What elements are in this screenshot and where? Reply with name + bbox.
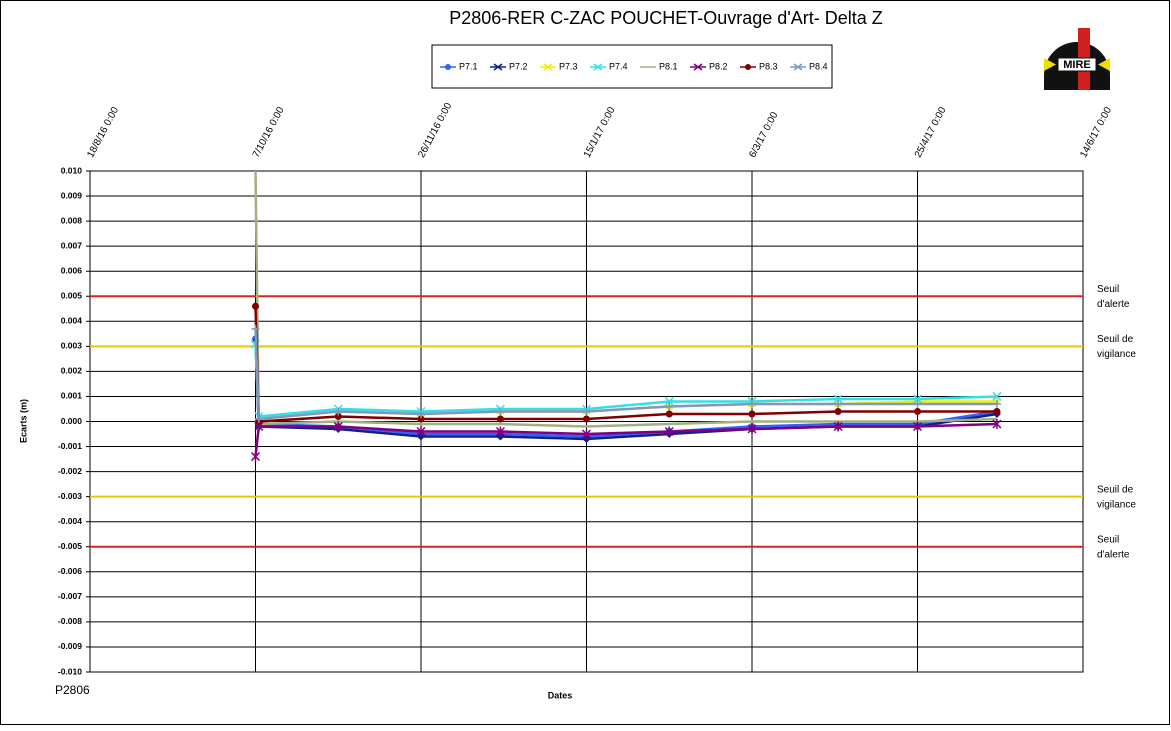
- marker: [834, 407, 842, 415]
- threshold-label: vigilance: [1097, 499, 1136, 510]
- marker: [992, 419, 1002, 430]
- marker: [834, 399, 843, 408]
- threshold-label: vigilance: [1097, 349, 1136, 360]
- marker: [912, 421, 923, 432]
- marker: [417, 409, 425, 418]
- legend-marker: [745, 64, 751, 70]
- legend-marker: [593, 63, 603, 71]
- series: [251, 324, 1001, 423]
- y-tick-label: -0.005: [58, 541, 82, 551]
- y-tick-label: 0.002: [61, 366, 83, 376]
- y-tick-label: -0.007: [58, 591, 82, 601]
- y-tick-label: 0.008: [61, 215, 83, 225]
- y-tick-label: -0.009: [58, 641, 82, 651]
- y-tick-label: 0.001: [61, 391, 83, 401]
- legend-label: P8.1: [659, 61, 678, 71]
- legend-marker: [543, 63, 553, 71]
- legend-marker: [693, 63, 703, 71]
- y-tick-label: -0.003: [58, 491, 82, 501]
- threshold-label: Seuil de: [1097, 334, 1134, 345]
- threshold-label: Seuil: [1097, 284, 1119, 295]
- legend-marker: [793, 63, 803, 71]
- y-tick-label: 0.005: [61, 291, 83, 301]
- x-axis-label: Dates: [548, 690, 573, 700]
- y-tick-label: -0.001: [58, 441, 82, 451]
- threshold-label: d'alerte: [1097, 549, 1130, 560]
- chart-title: P2806-RER C-ZAC POUCHET-Ouvrage d'Art- D…: [449, 8, 883, 28]
- marker: [581, 429, 592, 440]
- marker: [334, 407, 343, 416]
- marker: [914, 407, 921, 415]
- legend-marker: [493, 63, 503, 71]
- legend-label: P7.2: [509, 61, 528, 71]
- legend-label: P7.3: [559, 61, 578, 71]
- marker: [496, 415, 504, 423]
- legend-label: P8.4: [809, 61, 828, 71]
- marker: [254, 414, 263, 423]
- logo-text: MIRE: [1063, 59, 1091, 71]
- marker: [496, 407, 505, 416]
- marker: [252, 302, 259, 310]
- legend-label: P8.3: [759, 61, 778, 71]
- y-tick-label: 0.007: [61, 240, 83, 250]
- y-tick-label: -0.002: [58, 466, 82, 476]
- y-tick-label: 0.009: [61, 190, 83, 200]
- logo-arrow: [1044, 58, 1056, 71]
- y-axis-label: Ecarts (m): [18, 399, 28, 443]
- y-tick-label: 0.010: [61, 165, 83, 175]
- marker: [417, 415, 425, 423]
- y-tick-label: -0.010: [58, 666, 82, 676]
- y-tick-label: 0.000: [61, 416, 83, 426]
- legend-marker: [445, 64, 451, 70]
- marker: [416, 426, 426, 437]
- y-tick-label: -0.008: [58, 616, 82, 626]
- marker: [495, 426, 505, 437]
- y-tick-label: -0.004: [58, 516, 82, 526]
- marker: [251, 324, 260, 333]
- logo-arrow: [1098, 58, 1110, 71]
- legend-label: P8.2: [709, 61, 728, 71]
- legend-label: P7.1: [459, 61, 478, 71]
- marker: [583, 415, 590, 423]
- marker: [334, 412, 342, 420]
- threshold-label: Seuil de: [1097, 484, 1134, 495]
- series: [250, 419, 1002, 462]
- marker: [992, 399, 1001, 408]
- marker: [748, 399, 756, 408]
- threshold-label: Seuil: [1097, 534, 1119, 545]
- series-line: [254, 170, 997, 428]
- marker: [665, 410, 673, 418]
- marker: [250, 451, 261, 462]
- marker: [833, 421, 843, 432]
- marker: [912, 394, 923, 404]
- marker: [993, 407, 1001, 415]
- marker: [748, 410, 756, 418]
- logo-band: [1057, 57, 1097, 72]
- y-tick-label: 0.003: [61, 341, 83, 351]
- marker: [582, 407, 591, 416]
- y-tick-label: 0.004: [61, 316, 83, 326]
- marker: [833, 394, 843, 404]
- footnote: P2806: [55, 683, 90, 697]
- marker: [913, 399, 922, 408]
- marker: [992, 391, 1002, 401]
- y-tick-label: -0.006: [58, 566, 82, 576]
- legend-label: P7.4: [609, 61, 628, 71]
- marker: [664, 426, 674, 437]
- marker: [333, 421, 343, 432]
- threshold-label: d'alerte: [1097, 299, 1130, 310]
- series: [254, 170, 997, 428]
- logo: MIRE: [1044, 28, 1110, 90]
- marker: [664, 396, 674, 406]
- y-tick-label: 0.006: [61, 265, 83, 275]
- marker: [747, 424, 757, 435]
- marker: [665, 402, 674, 411]
